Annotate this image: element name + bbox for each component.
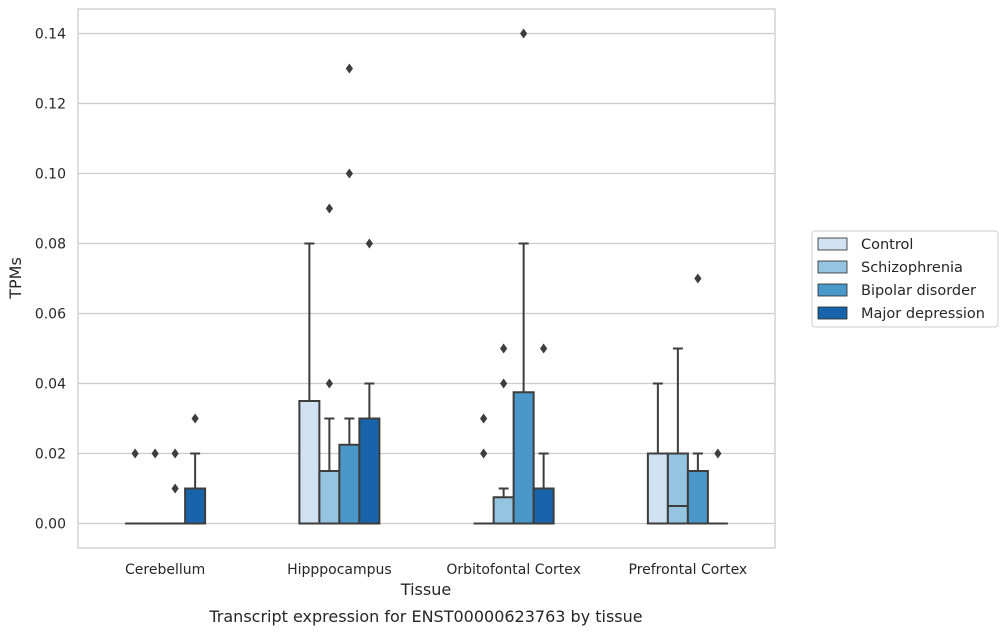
box-control xyxy=(473,413,494,525)
box-schizophrenia xyxy=(145,448,166,525)
outlier-point xyxy=(345,168,353,179)
y-tick-label: 0.02 xyxy=(35,447,66,463)
legend-frame xyxy=(811,230,999,328)
outlier-point xyxy=(325,203,333,214)
box-major-depression xyxy=(358,238,381,525)
x-tick-label: Hipppocampus xyxy=(287,562,392,578)
legend-label: Bipolar disorder xyxy=(861,283,976,299)
outlier-point xyxy=(171,483,179,494)
outlier-point xyxy=(365,238,373,249)
outlier-point xyxy=(480,413,488,424)
outlier-point xyxy=(151,448,159,459)
box-body xyxy=(338,443,361,525)
outlier-point xyxy=(480,448,488,459)
chart-caption: Transcript expression for ENST0000062376… xyxy=(208,607,642,626)
y-tick-label: 0.12 xyxy=(35,97,66,113)
y-tick-label: 0.04 xyxy=(35,377,66,393)
box-bipolar-disorder xyxy=(686,273,709,525)
legend-label: Major depression xyxy=(861,306,985,322)
box-body xyxy=(298,400,321,525)
gridlines xyxy=(78,32,775,525)
legend-label: Schizophrenia xyxy=(861,260,963,276)
legend-swatch xyxy=(817,283,848,297)
box-schizophrenia xyxy=(318,203,341,525)
y-tick-label: 0.08 xyxy=(35,237,66,253)
x-axis-label: Tissue xyxy=(400,580,451,599)
box-control xyxy=(298,242,321,525)
y-tick-label: 0.14 xyxy=(35,27,66,43)
box-body xyxy=(666,452,689,525)
box-body xyxy=(358,417,381,525)
outlier-point xyxy=(520,28,528,39)
x-tick-labels: Cerebellum Hipppocampus Orbitofontal Corte… xyxy=(125,562,747,578)
legend: Control Schizophrenia Bipolar disorder Majo… xyxy=(811,230,999,328)
outlier-point xyxy=(694,273,702,284)
box-bipolar-disorder xyxy=(338,63,361,525)
box-major-depression xyxy=(707,448,728,525)
outlier-point xyxy=(345,63,353,74)
legend-label: Control xyxy=(861,237,913,253)
x-tick-label: Orbitofontal Cortex xyxy=(446,562,581,578)
box-control xyxy=(646,382,669,525)
plot-area-frame xyxy=(77,8,776,549)
x-tick-label: Cerebellum xyxy=(125,562,205,578)
outlier-point xyxy=(714,448,722,459)
legend-swatch xyxy=(817,237,848,251)
y-tick-label: 0.00 xyxy=(35,517,66,533)
y-tick-label: 0.06 xyxy=(35,307,66,323)
box-body xyxy=(492,496,515,525)
box-control xyxy=(125,448,146,525)
y-axis-label: TPMs xyxy=(6,257,25,300)
outlier-point xyxy=(131,448,139,459)
legend-swatch xyxy=(817,260,848,274)
y-tick-label: 0.10 xyxy=(35,167,66,183)
box-major-depression xyxy=(532,343,555,525)
box-bipolar-disorder xyxy=(165,448,186,525)
y-tick-labels: 0.00 0.02 0.04 0.06 0.08 0.10 0.12 0.14 xyxy=(35,27,66,533)
box-schizophrenia xyxy=(666,347,689,525)
box-major-depression xyxy=(184,413,207,525)
plot-marks xyxy=(125,28,728,525)
outlier-point xyxy=(540,343,548,354)
outlier-point xyxy=(325,378,333,389)
box-bipolar-disorder xyxy=(512,28,535,525)
box-body xyxy=(646,452,669,525)
outlier-point xyxy=(500,378,508,389)
box-body xyxy=(512,391,535,525)
legend-swatch xyxy=(817,306,848,320)
outlier-point xyxy=(171,448,179,459)
box-body xyxy=(184,487,207,525)
outlier-point xyxy=(191,413,199,424)
box-schizophrenia xyxy=(492,343,515,525)
box-body xyxy=(318,470,341,525)
outlier-point xyxy=(500,343,508,354)
box-body xyxy=(686,470,709,525)
box-body xyxy=(532,487,555,525)
x-tick-label: Prefrontal Cortex xyxy=(629,562,748,578)
